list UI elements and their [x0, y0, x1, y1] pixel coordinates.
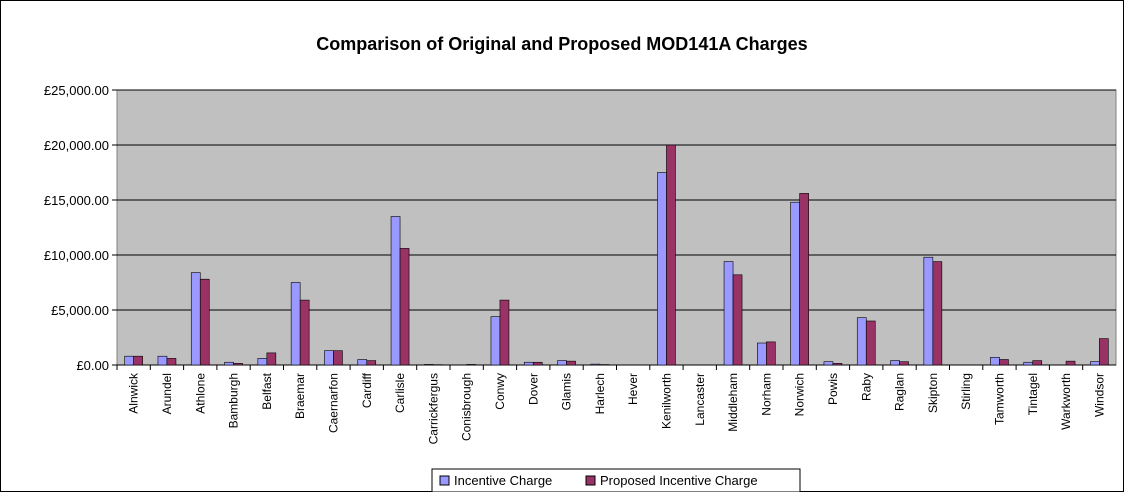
bar-incentive-charge [724, 262, 733, 365]
bar-proposed-incentive-charge [267, 353, 276, 365]
bar-incentive-charge [1090, 362, 1099, 365]
bar-proposed-incentive-charge [933, 262, 942, 365]
x-tick-label: Warkworth [1059, 373, 1073, 430]
x-tick-label: Arundel [160, 373, 174, 414]
x-tick-label: Carrickfergus [426, 373, 440, 444]
bar-incentive-charge [291, 283, 300, 366]
bar-proposed-incentive-charge [833, 363, 842, 365]
bar-proposed-incentive-charge [1066, 361, 1075, 365]
bar-proposed-incentive-charge [866, 321, 875, 365]
x-tick-label: Kenilworth [659, 373, 673, 429]
y-tick-label: £0.00 [76, 358, 109, 373]
legend-swatch-incentive-charge [440, 476, 449, 485]
bar-proposed-incentive-charge [467, 364, 476, 365]
bar-incentive-charge [558, 361, 567, 365]
x-tick-label: Harlech [593, 373, 607, 414]
x-tick-label: Windsor [1092, 373, 1106, 417]
x-tick-label: Conwy [493, 373, 507, 410]
bar-proposed-incentive-charge [900, 362, 909, 365]
bar-incentive-charge [225, 362, 234, 365]
x-tick-label: Tintagel [1026, 373, 1040, 415]
bar-incentive-charge [824, 362, 833, 365]
bar-proposed-incentive-charge [333, 351, 342, 365]
x-tick-label: Athlone [193, 373, 207, 414]
chart-title: Comparison of Original and Proposed MOD1… [316, 34, 807, 54]
bar-proposed-incentive-charge [999, 360, 1008, 366]
bar-incentive-charge [258, 358, 267, 365]
bar-incentive-charge [391, 217, 400, 366]
x-tick-label: Bamburgh [227, 373, 241, 428]
x-tick-label: Dover [526, 373, 540, 405]
x-tick-label: Hever [626, 373, 640, 405]
bar-incentive-charge [990, 357, 999, 365]
bar-incentive-charge [891, 361, 900, 365]
bar-incentive-charge [791, 202, 800, 365]
y-tick-label: £20,000.00 [44, 138, 109, 153]
bar-proposed-incentive-charge [300, 300, 309, 365]
x-tick-label: Norham [759, 373, 773, 416]
legend: Incentive Charge Proposed Incentive Char… [432, 469, 800, 492]
x-tick-label: Caernarfon [326, 373, 340, 433]
x-tick-label: Raglan [893, 373, 907, 411]
bar-incentive-charge [358, 360, 367, 366]
x-tick-label: Middleham [726, 373, 740, 432]
bar-proposed-incentive-charge [1033, 361, 1042, 365]
bar-incentive-charge [424, 364, 433, 365]
bar-incentive-charge [125, 356, 134, 365]
x-tick-label: Carlisle [393, 373, 407, 413]
legend-label-proposed-incentive-charge: Proposed Incentive Charge [600, 473, 758, 488]
bar-incentive-charge [191, 273, 200, 365]
x-tick-label: Powis [826, 373, 840, 405]
bar-incentive-charge [1024, 362, 1033, 365]
legend-swatch-proposed-incentive-charge [586, 476, 595, 485]
bar-proposed-incentive-charge [533, 362, 542, 365]
bar-proposed-incentive-charge [167, 358, 176, 365]
bar-incentive-charge [491, 317, 500, 365]
bar-proposed-incentive-charge [1099, 339, 1108, 365]
y-tick-label: £25,000.00 [44, 83, 109, 98]
x-tick-label: Cardiff [360, 372, 374, 408]
bar-incentive-charge [924, 257, 933, 365]
bar-proposed-incentive-charge [400, 248, 409, 365]
bar-proposed-incentive-charge [800, 193, 809, 365]
x-tick-label: Tamworth [992, 373, 1006, 425]
x-tick-label: Braemar [293, 373, 307, 419]
y-tick-label: £10,000.00 [44, 248, 109, 263]
bar-proposed-incentive-charge [500, 300, 509, 365]
x-tick-label: Stirling [959, 373, 973, 410]
y-tick-label: £5,000.00 [51, 303, 109, 318]
bar-incentive-charge [591, 364, 600, 365]
bar-proposed-incentive-charge [766, 342, 775, 365]
x-tick-label: Raby [859, 373, 873, 401]
x-tick-label: Belfast [260, 372, 274, 409]
bar-incentive-charge [158, 356, 167, 365]
bar-proposed-incentive-charge [733, 275, 742, 365]
x-tick-label: Skipton [926, 373, 940, 413]
bar-proposed-incentive-charge [666, 145, 675, 365]
x-tick-label: Alnwick [127, 372, 141, 414]
legend-label-incentive-charge: Incentive Charge [454, 473, 552, 488]
x-tick-label: Norwich [793, 373, 807, 416]
bar-proposed-incentive-charge [567, 361, 576, 365]
bar-incentive-charge [757, 343, 766, 365]
x-tick-label: Lancaster [693, 373, 707, 426]
plot-area [117, 90, 1116, 365]
bar-incentive-charge [857, 318, 866, 365]
x-tick-label: Conisbrough [460, 373, 474, 441]
y-tick-label: £15,000.00 [44, 193, 109, 208]
bar-proposed-incentive-charge [200, 279, 209, 365]
bar-incentive-charge [524, 362, 533, 365]
bar-incentive-charge [657, 173, 666, 366]
bar-proposed-incentive-charge [367, 361, 376, 365]
bar-proposed-incentive-charge [234, 363, 243, 365]
bar-incentive-charge [324, 351, 333, 365]
bar-proposed-incentive-charge [134, 356, 143, 365]
x-tick-label: Glamis [560, 373, 574, 410]
